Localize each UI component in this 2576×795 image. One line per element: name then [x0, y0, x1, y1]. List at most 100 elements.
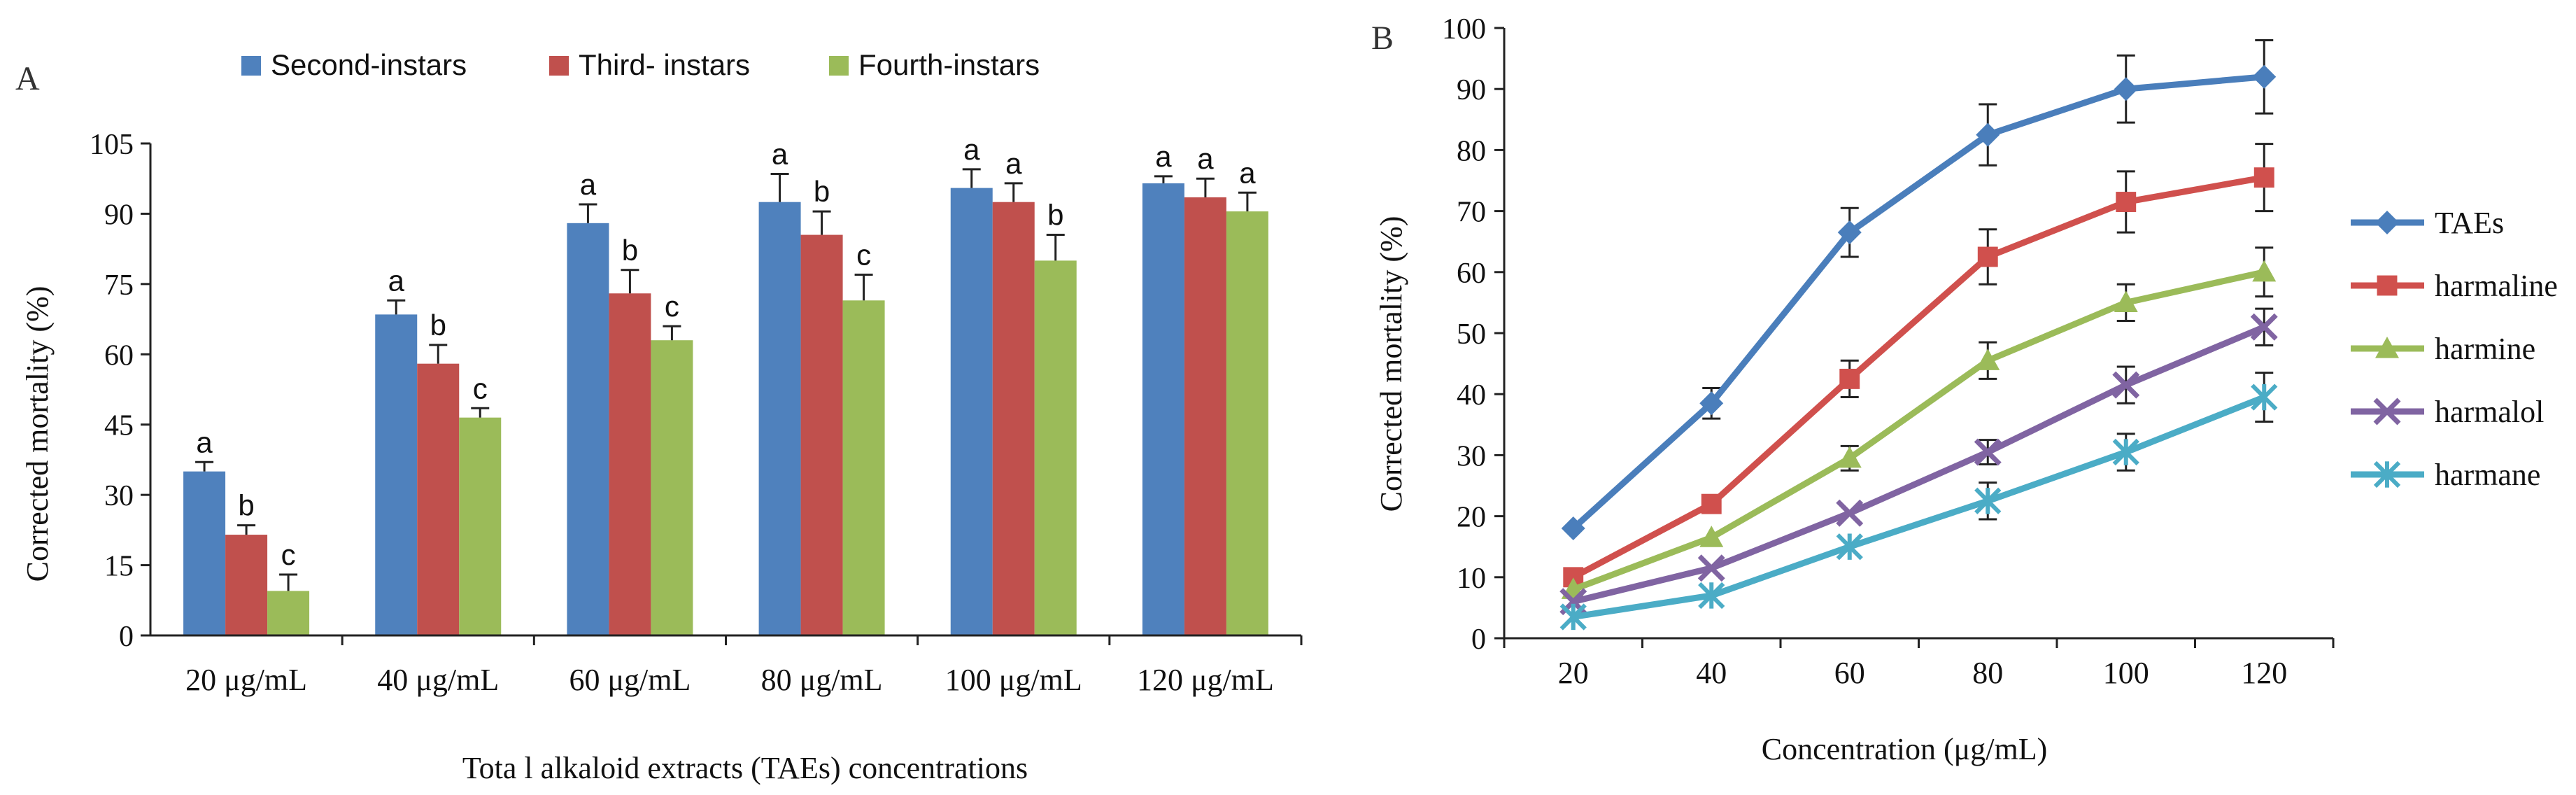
legend-swatch	[241, 56, 261, 76]
panel-a-category-label: 80 μg/mL	[761, 663, 883, 697]
legend-label: harmine	[2435, 332, 2535, 366]
panel-a-category-label: 100 μg/mL	[945, 663, 1082, 697]
significance-letter: b	[1047, 199, 1063, 232]
significance-letter: a	[388, 264, 405, 297]
marker-diamond	[1976, 122, 2000, 147]
marker-diamond	[2252, 64, 2277, 89]
panel-b-label: B	[1371, 20, 1394, 57]
significance-letter: a	[772, 138, 788, 171]
panel-a-label: A	[15, 60, 40, 97]
series-line	[1571, 73, 2265, 531]
panel-b-ytick-label: 70	[1457, 197, 1486, 229]
significance-letter: b	[814, 175, 830, 208]
bar	[267, 591, 310, 635]
panel-b-ytick-label: 50	[1457, 318, 1486, 351]
marker-x	[2112, 371, 2140, 399]
marker-triangle	[2252, 260, 2277, 282]
series-harmalol	[1559, 307, 2278, 616]
panel-b-xtick-label: 120	[2241, 656, 2287, 690]
series-taes	[1561, 38, 2277, 541]
marker-x	[1974, 438, 2002, 466]
series-harmane	[1559, 372, 2278, 631]
panel-b-ytick-label: 60	[1457, 258, 1486, 290]
panel-b-ytick-label: 40	[1457, 379, 1486, 411]
panel-b-ytick-label: 20	[1457, 502, 1486, 534]
marker-x	[1697, 554, 1725, 582]
panel-b-xtick-label: 80	[1972, 656, 2003, 690]
marker-triangle	[2375, 337, 2399, 358]
panel-b-ytick-label: 0	[1471, 624, 1486, 656]
panel-b-legend: TAEs harmaline harmine harmalol harmane	[2351, 206, 2558, 492]
series-line	[1571, 174, 2265, 580]
marker-square	[1977, 246, 1998, 267]
marker-x	[2373, 398, 2401, 425]
significance-letter: c	[665, 290, 679, 323]
marker-triangle	[1699, 526, 1724, 547]
panel-a-ytick-label: 60	[104, 339, 134, 372]
bar	[567, 223, 609, 635]
marker-triangle	[1976, 349, 2000, 370]
bar	[842, 300, 885, 635]
marker-star	[1974, 487, 2002, 514]
bar	[1034, 260, 1077, 635]
marker-star	[2112, 438, 2139, 466]
panel-a-axes: 0 15 30 45 60 75 90 105 20 μg/mL 40 μg/mL 60 μg/mL…	[90, 129, 1303, 697]
significance-letter: c	[281, 538, 296, 571]
significance-letter: a	[963, 133, 980, 166]
panel-a-legend: Second-instars Third- instars Fourth-insta…	[241, 48, 1040, 81]
marker-square	[1701, 493, 1722, 514]
legend-label: Second-instars	[271, 48, 467, 81]
panel-a-ytick-label: 0	[119, 621, 134, 653]
bar	[375, 314, 418, 635]
panel-a-category-label: 120 μg/mL	[1137, 663, 1274, 697]
significance-letter: a	[1005, 147, 1022, 180]
legend-label: harmalol	[2435, 395, 2544, 429]
panel-b-axes: 0 10 20 30 40 50 60 70 80 90 100 20 40 60 80 100 120	[1442, 13, 2335, 690]
panel-a-ytick-label: 30	[104, 480, 134, 512]
marker-star	[1836, 533, 1863, 561]
panel-a-xlabel: Tota l alkaloid extracts (TAEs) concentr…	[462, 751, 1028, 785]
panel-b-ytick-label: 100	[1442, 13, 1486, 45]
significance-letter: b	[238, 489, 254, 522]
panel-a-ytick-label: 75	[104, 269, 134, 302]
bar	[800, 234, 843, 635]
panel-b-lines	[1559, 38, 2278, 631]
significance-letter: a	[1155, 140, 1172, 173]
significance-letter: a	[1239, 156, 1256, 189]
bar	[183, 471, 226, 635]
bar	[417, 363, 460, 635]
bar	[1184, 197, 1226, 635]
legend-label: TAEs	[2435, 206, 2504, 240]
bar	[225, 535, 268, 635]
marker-square	[1839, 368, 1860, 389]
marker-x	[1836, 499, 1864, 527]
marker-triangle	[2114, 290, 2138, 312]
panel-b-xtick-label: 60	[1834, 656, 1865, 690]
panel-b-xtick-label: 40	[1696, 656, 1727, 690]
panel-b: B 0 10 20 30 40 50 60 70 80 90 100 20 40 60 80 100 120 T…	[1371, 13, 2558, 766]
marker-triangle	[1837, 446, 1862, 468]
bar	[950, 188, 993, 636]
legend-swatch	[549, 56, 569, 76]
bar	[459, 417, 502, 635]
panel-b-xtick-label: 20	[1558, 656, 1589, 690]
panel-b-ytick-label: 80	[1457, 135, 1486, 167]
panel-a-ylabel: Corrected mortality (%)	[20, 286, 55, 582]
bar	[651, 340, 693, 635]
significance-letter: c	[473, 372, 488, 404]
marker-square	[2377, 275, 2398, 296]
legend-label: Third- instars	[579, 48, 750, 81]
panel-b-ytick-label: 30	[1457, 440, 1486, 472]
legend-label: harmane	[2435, 458, 2540, 492]
marker-diamond	[1561, 516, 1585, 541]
marker-star	[2373, 460, 2401, 488]
series-line	[1573, 394, 2265, 620]
bar	[1142, 183, 1184, 635]
marker-square	[2253, 167, 2274, 188]
bar	[609, 293, 651, 635]
panel-b-ytick-label: 90	[1457, 74, 1486, 106]
significance-letter: a	[1197, 142, 1214, 175]
panel-a-ytick-label: 90	[104, 199, 134, 231]
legend-label: harmaline	[2435, 269, 2558, 303]
